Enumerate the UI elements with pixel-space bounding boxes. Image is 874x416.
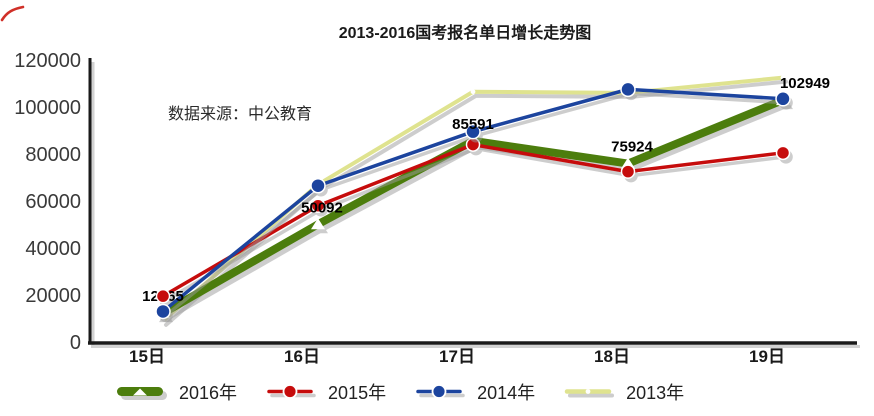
- svg-text:50092: 50092: [301, 199, 343, 216]
- svg-text:0: 0: [70, 332, 81, 354]
- marker-white-dot: [470, 89, 476, 95]
- svg-text:16日: 16日: [284, 347, 320, 366]
- marker-white-dot: [780, 75, 786, 81]
- source-note: 数据来源：中公教育: [168, 106, 313, 123]
- legend: 2016年 2015年 2014年 2013年: [114, 376, 684, 408]
- svg-text:20000: 20000: [25, 285, 81, 307]
- svg-text:17日: 17日: [439, 347, 475, 366]
- legend-item-2013年: 2013年: [561, 379, 684, 405]
- svg-text:60000: 60000: [25, 191, 81, 213]
- svg-text:80000: 80000: [25, 144, 81, 166]
- axis-shadow: [91, 62, 860, 348]
- legend-item-2014年: 2014年: [412, 379, 535, 405]
- marker-dot: [620, 81, 636, 98]
- axes: [88, 58, 857, 345]
- legend-item-2016年: 2016年: [114, 379, 237, 405]
- svg-text:75924: 75924: [611, 139, 653, 156]
- marker-triangle: [311, 218, 325, 230]
- svg-text:85591: 85591: [452, 116, 494, 133]
- legend-marker-dot-icon: [267, 384, 316, 399]
- svg-text:100000: 100000: [14, 97, 81, 119]
- legend-label: 2014年: [477, 383, 536, 403]
- legend-label: 2015年: [328, 383, 387, 403]
- marker-dot: [310, 198, 326, 213]
- series-2014年: [155, 81, 791, 320]
- marker-dot: [465, 123, 481, 140]
- marker-dot: [620, 164, 636, 179]
- marker-dot: [775, 91, 791, 107]
- series-shadow: [159, 141, 793, 307]
- data-labels: 12265500928559175924102949: [142, 75, 830, 305]
- chart-title: 2013-2016国考报名单日增长走势图: [338, 25, 592, 42]
- marker-dot: [775, 145, 791, 161]
- legend-marker-triangle-icon: [117, 387, 167, 400]
- legend-marker-white-dot-icon: [564, 389, 615, 398]
- svg-text:40000: 40000: [25, 238, 81, 260]
- svg-text:18日: 18日: [594, 347, 630, 366]
- legend-marker-dot-icon: [416, 384, 465, 399]
- svg-text:15日: 15日: [129, 347, 165, 366]
- marker-dot: [310, 177, 326, 194]
- marker-dot-overlay: [155, 288, 171, 304]
- series-2015年: [155, 137, 791, 304]
- svg-text:19日: 19日: [749, 347, 785, 366]
- y-axis-labels: 120000 100000 80000 60000 40000 20000 0: [14, 50, 81, 354]
- legend-label: 2016年: [179, 383, 238, 403]
- legend-label: 2013年: [626, 383, 685, 403]
- marker-dot: [155, 303, 171, 320]
- x-axis-labels: 15日 16日 17日 18日 19日: [129, 347, 785, 366]
- svg-text:102949: 102949: [780, 75, 830, 92]
- series-2013年: [160, 75, 786, 324]
- svg-text:120000: 120000: [14, 50, 81, 72]
- stray-red-mark-icon: [0, 5, 25, 22]
- legend-item-2015年: 2015年: [263, 379, 386, 405]
